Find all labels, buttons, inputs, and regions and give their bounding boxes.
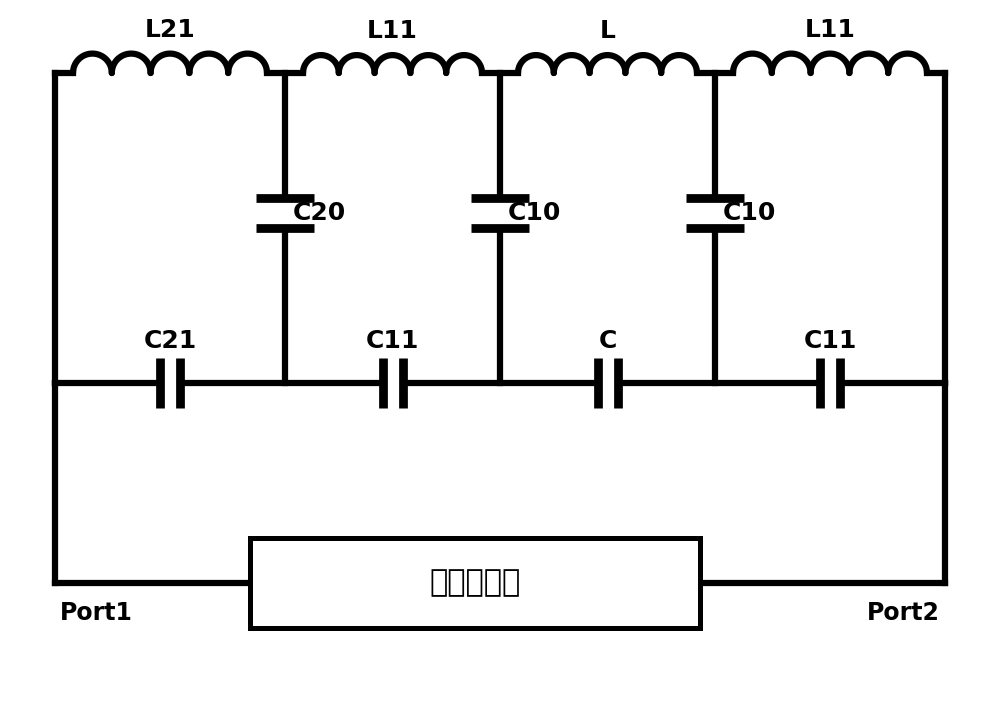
Text: C10: C10 — [723, 201, 776, 225]
Text: C11: C11 — [366, 329, 419, 353]
Text: C10: C10 — [508, 201, 561, 225]
Text: C21: C21 — [143, 329, 197, 353]
Text: L21: L21 — [145, 18, 195, 41]
Text: Port1: Port1 — [60, 601, 133, 625]
Text: L: L — [600, 19, 615, 43]
Text: L11: L11 — [367, 19, 418, 43]
Text: C: C — [598, 329, 617, 353]
Text: C20: C20 — [293, 201, 346, 225]
Text: 网络分析仪: 网络分析仪 — [429, 569, 521, 598]
FancyBboxPatch shape — [250, 538, 700, 628]
Text: C11: C11 — [803, 329, 857, 353]
Text: L11: L11 — [805, 18, 855, 41]
Text: Port2: Port2 — [867, 601, 940, 625]
